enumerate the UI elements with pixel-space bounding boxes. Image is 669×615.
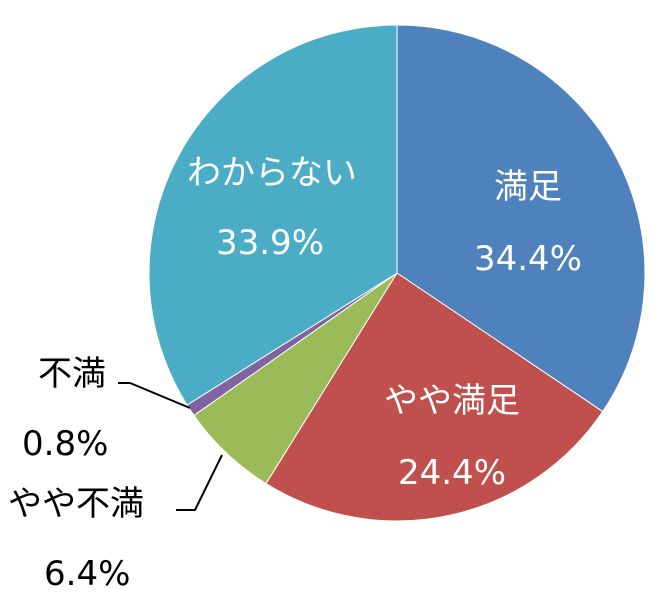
slice-label-yaya-manzoku-value: 24.4% — [398, 453, 506, 493]
slice-label-manzoku-name: 満足 — [494, 167, 562, 207]
slice-label-wakaranai-name: わからない — [187, 153, 357, 193]
slice-label-wakaranai-value: 33.9% — [216, 223, 324, 263]
leader-line-yaya-fuman — [176, 454, 223, 511]
slice-wakaranai — [148, 24, 398, 406]
leader-lines — [118, 382, 223, 511]
slice-label-fuman-value: 0.8% — [22, 424, 108, 464]
slice-label-yaya-manzoku-name: やや満足 — [384, 381, 520, 421]
slice-manzoku — [396, 24, 646, 413]
slice-labels: 満足 34.4% やや満足 24.4% わからない 33.9% 不満 0.8% … — [8, 153, 582, 594]
slice-label-yaya-fuman-name: やや不満 — [8, 484, 144, 524]
slice-label-fuman-name: 不満 — [38, 354, 106, 394]
slice-label-yaya-fuman-value: 6.4% — [44, 554, 130, 594]
slice-yaya-manzoku — [265, 272, 604, 522]
pie-slices — [148, 24, 646, 522]
leader-line-fuman — [118, 382, 191, 409]
slice-label-manzoku-value: 34.4% — [474, 239, 582, 279]
